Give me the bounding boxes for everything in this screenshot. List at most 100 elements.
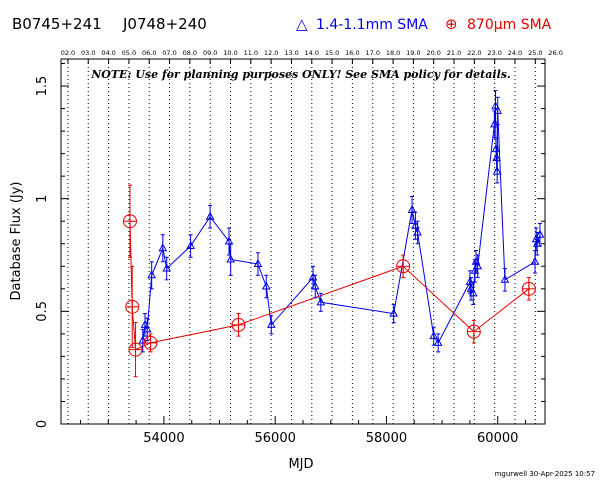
- triangle-marker: [473, 261, 483, 270]
- triangle-marker: [158, 243, 168, 252]
- legend-blue-label: 1.4-1.1mm SMA: [316, 17, 428, 33]
- triangle-marker: [429, 331, 439, 340]
- data-point: [158, 234, 168, 263]
- x-tick-label: 60000: [477, 431, 518, 446]
- year-label: 19.0: [406, 49, 420, 57]
- y-tick-label: 0: [35, 420, 50, 428]
- year-label: 05.0: [122, 49, 136, 57]
- x-axis: 54000 56000 58000 60000: [79, 416, 527, 446]
- data-point: [433, 333, 443, 353]
- note-text: NOTE: Use for planning purposes ONLY! Se…: [90, 68, 511, 81]
- year-label: 07.0: [162, 49, 176, 57]
- data-point: [500, 268, 510, 292]
- data-point: [266, 315, 276, 335]
- year-label: 03.0: [81, 49, 95, 57]
- year-label: 14.0: [305, 49, 319, 57]
- triangle-marker: [433, 337, 443, 346]
- triangle-marker: [389, 308, 399, 317]
- triangle-marker: [465, 277, 475, 286]
- legend-red-label: 870μm SMA: [467, 17, 552, 33]
- year-label: 08.0: [183, 49, 197, 57]
- y-axis-label: Database Flux (Jy): [9, 182, 24, 301]
- year-label: 12.0: [264, 49, 278, 57]
- year-label: 06.0: [142, 49, 156, 57]
- data-point: [143, 333, 158, 353]
- data-point: [492, 159, 502, 184]
- data-point: [147, 261, 157, 290]
- year-label: 18.0: [386, 49, 400, 57]
- year-label: 13.0: [284, 49, 298, 57]
- data-point: [122, 184, 137, 258]
- triangle-marker: [532, 238, 542, 247]
- series-line: [129, 221, 530, 351]
- year-label: 17.0: [366, 49, 380, 57]
- triangle-marker: [186, 240, 195, 250]
- triangle-marker: [492, 166, 502, 175]
- triangle-marker: [226, 254, 236, 263]
- triangle-marker: [500, 274, 510, 283]
- year-label: 25.0: [528, 49, 542, 57]
- data-point: [253, 252, 263, 276]
- alt-source-name: J0748+240: [122, 15, 207, 33]
- data-point: [125, 265, 140, 348]
- series-markers: [122, 90, 545, 378]
- triangle-marker: [261, 281, 271, 290]
- data-point: [473, 254, 483, 279]
- triangle-marker: [310, 281, 320, 290]
- triangle-marker: [253, 258, 263, 268]
- triangle-marker: [147, 270, 157, 279]
- year-label: 23.0: [487, 49, 501, 57]
- data-point: [531, 227, 541, 252]
- plot-frame: [60, 58, 546, 425]
- year-label: 10.0: [223, 49, 237, 57]
- year-grid: [67, 59, 536, 424]
- triangle-marker: [490, 119, 499, 128]
- year-label: 15.0: [325, 49, 339, 57]
- triangle-marker: [407, 204, 417, 213]
- source-name: B0745+241: [12, 15, 102, 33]
- data-point: [205, 204, 215, 229]
- triangle-marker: [266, 319, 276, 328]
- year-label: 04.0: [101, 49, 115, 57]
- triangle-marker: [162, 263, 172, 272]
- year-label: 21.0: [447, 49, 461, 57]
- year-label: 20.0: [426, 49, 440, 57]
- data-point: [224, 227, 234, 256]
- data-point: [261, 274, 271, 299]
- data-point: [389, 304, 399, 324]
- data-point: [413, 220, 422, 245]
- year-label: 22.0: [467, 49, 481, 57]
- data-point: [316, 292, 326, 312]
- data-point: [162, 256, 172, 281]
- x-tick-label: 58000: [366, 431, 407, 446]
- triangle-marker: [530, 256, 540, 265]
- series-line: [142, 106, 541, 344]
- data-point: [226, 243, 236, 276]
- data-point: [186, 234, 195, 258]
- data-point: [429, 326, 439, 346]
- data-point: [493, 96, 503, 125]
- data-point: [535, 222, 545, 247]
- triangle-marker: [205, 211, 215, 220]
- triangle-marker: [142, 324, 152, 333]
- data-point: [310, 274, 320, 299]
- x-tick-label: 56000: [255, 431, 296, 446]
- y-tick-label: 1.5: [35, 76, 50, 97]
- year-label: 26.0: [548, 49, 562, 57]
- year-label: 02.0: [61, 49, 75, 57]
- year-labels: 02.0 03.0 04.0 05.0 06.0 07.0 08.0 09.0 10.0 11.0…: [61, 49, 563, 57]
- data-point: [466, 319, 481, 344]
- year-label: 11.0: [244, 49, 258, 57]
- triangle-marker: [491, 144, 501, 153]
- triangle-marker: [493, 105, 503, 114]
- series-lines: [129, 106, 541, 351]
- year-label: 24.0: [508, 49, 522, 57]
- data-point: [128, 322, 143, 378]
- data-point: [407, 195, 417, 224]
- data-point: [530, 250, 540, 274]
- triangle-marker: [468, 288, 478, 297]
- triangle-marker: [413, 227, 422, 236]
- legend-red-symbol: ⊕: [445, 15, 458, 33]
- data-point: [521, 277, 536, 301]
